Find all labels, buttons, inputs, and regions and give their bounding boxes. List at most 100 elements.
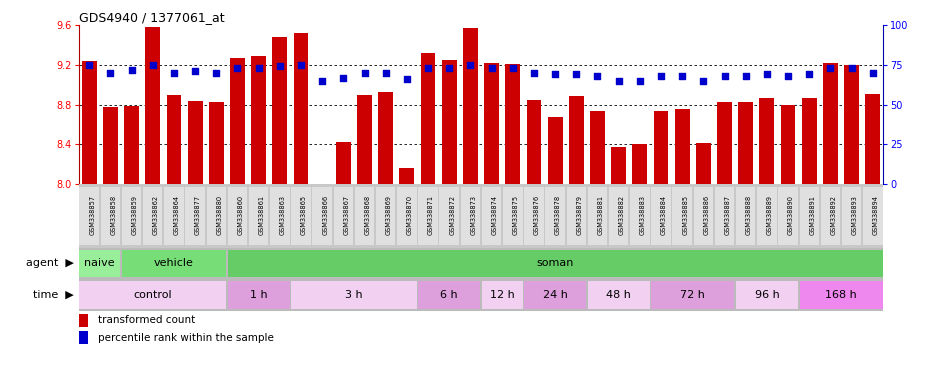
Bar [820,187,840,245]
Text: 12 h: 12 h [490,290,514,300]
Text: GSM338881: GSM338881 [598,195,603,235]
Bar [738,102,753,184]
Bar [206,187,226,245]
Point [463,62,478,68]
Bar [228,187,247,245]
Bar [759,98,774,184]
Text: GSM338877: GSM338877 [195,195,201,235]
Bar [185,187,204,245]
Bar [651,187,671,245]
Text: GSM338890: GSM338890 [788,195,794,235]
Bar [230,58,245,184]
Bar [546,187,565,245]
Bar [802,98,817,184]
Bar [209,102,224,184]
Bar [421,53,436,184]
Bar [587,187,607,245]
Bar [715,187,734,245]
Bar [781,104,796,184]
Bar [291,281,416,309]
Bar [313,187,332,245]
Text: 1 h: 1 h [250,290,267,300]
Text: GSM338874: GSM338874 [491,195,498,235]
Bar [400,168,414,184]
Bar [252,56,266,184]
Point [526,70,541,76]
Bar [630,187,649,245]
Bar [845,65,859,184]
Bar [526,100,541,184]
Point [717,73,732,79]
Point [145,62,160,68]
Bar [81,61,96,184]
Bar [228,281,290,309]
Point [293,62,308,68]
Bar [376,187,396,245]
Point [421,65,436,71]
Bar [654,111,669,184]
Bar [505,64,520,184]
Text: GSM338859: GSM338859 [131,195,138,235]
Text: GSM338891: GSM338891 [809,195,815,235]
Point [569,71,584,78]
Text: GSM338888: GSM338888 [746,195,752,235]
Point [442,65,457,71]
Bar [569,96,584,184]
Text: GSM338882: GSM338882 [619,195,624,235]
Bar [482,187,501,245]
Bar [863,187,882,245]
Point [590,73,605,79]
Bar [314,184,329,209]
Text: time  ▶: time ▶ [33,290,74,300]
Bar [124,106,139,184]
Bar [188,101,203,184]
Bar [566,187,586,245]
Point [674,73,689,79]
Bar [418,187,438,245]
Text: 3 h: 3 h [345,290,363,300]
Text: percentile rank within the sample: percentile rank within the sample [98,333,274,343]
Point [845,65,859,71]
Text: GSM338892: GSM338892 [831,195,836,235]
Bar [778,187,798,245]
Bar [736,281,798,309]
Bar [461,187,480,245]
Bar [799,187,819,245]
Bar [418,281,480,309]
Text: GSM338868: GSM338868 [364,195,371,235]
Text: GSM338879: GSM338879 [576,195,583,235]
Bar [80,250,120,277]
Bar [145,27,160,184]
Text: GSM338867: GSM338867 [343,195,350,235]
Point [230,65,245,71]
Text: GSM338878: GSM338878 [555,195,561,235]
Text: 72 h: 72 h [681,290,705,300]
Text: GSM338894: GSM338894 [873,195,879,235]
Bar [696,144,710,184]
Text: GSM338873: GSM338873 [471,195,476,235]
Bar [103,107,117,184]
Bar [482,281,523,309]
Bar [633,144,648,184]
Point [81,62,96,68]
Bar [397,187,416,245]
Bar [336,142,351,184]
Text: GSM338860: GSM338860 [238,195,243,235]
Text: GSM338871: GSM338871 [428,195,434,235]
Bar [293,33,308,184]
Point [823,65,838,71]
Text: naive: naive [84,258,115,268]
Bar [164,187,184,245]
Point [548,71,562,78]
Bar [548,117,562,184]
Bar [439,187,459,245]
Point [759,71,774,78]
Bar [80,281,226,309]
Bar [79,314,88,326]
Text: agent  ▶: agent ▶ [26,258,74,268]
Point [633,78,648,84]
Bar [80,187,99,245]
Point [336,74,351,81]
Bar [355,187,375,245]
Bar [799,281,882,309]
